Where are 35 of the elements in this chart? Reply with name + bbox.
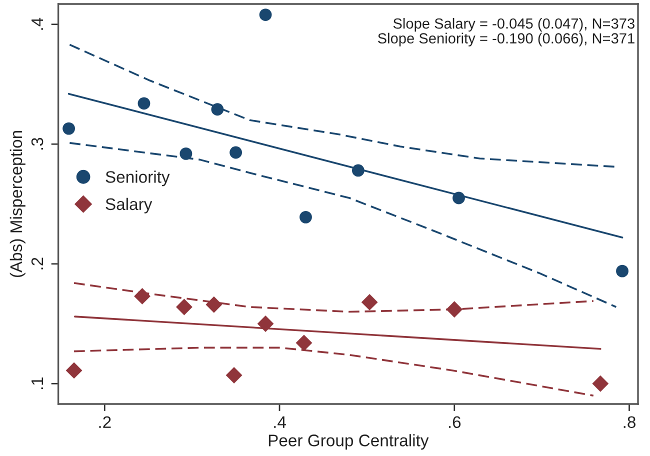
line-series	[68, 142, 618, 308]
point	[211, 103, 224, 116]
annotation: Slope Salary = -0.045 (0.047), N=373	[393, 18, 634, 32]
x-tick-label: .2	[99, 416, 111, 428]
point	[176, 298, 192, 316]
legend-label: Seniority	[106, 170, 170, 186]
point	[206, 296, 222, 313]
y-tick-label: .3	[31, 138, 44, 150]
point	[592, 375, 609, 392]
point	[300, 210, 312, 224]
point	[616, 264, 628, 278]
point	[259, 8, 272, 21]
point	[446, 301, 463, 318]
point	[352, 164, 364, 177]
point	[226, 367, 242, 384]
point	[361, 294, 378, 310]
point	[66, 362, 82, 379]
legend-label: Salary	[106, 198, 152, 214]
y-axis-title: (Abs) Misperception	[10, 130, 26, 278]
point	[134, 288, 150, 304]
x-tick-label: .6	[448, 416, 461, 428]
point	[230, 146, 242, 159]
point	[138, 97, 150, 110]
y-tick-label: .1	[32, 378, 44, 390]
point	[452, 192, 465, 204]
x-tick-label: .4	[274, 416, 286, 428]
point	[62, 122, 76, 135]
y-tick-label: .2	[31, 258, 44, 270]
point	[257, 316, 274, 332]
x-tick-label: .8	[624, 416, 636, 428]
x-axis-title: Peer Group Centrality	[268, 434, 429, 450]
annotation: Slope Seniority = -0.190 (0.066), N=371	[378, 32, 634, 46]
point	[296, 334, 312, 352]
y-tick-label: .4	[32, 18, 44, 30]
point	[180, 147, 192, 160]
